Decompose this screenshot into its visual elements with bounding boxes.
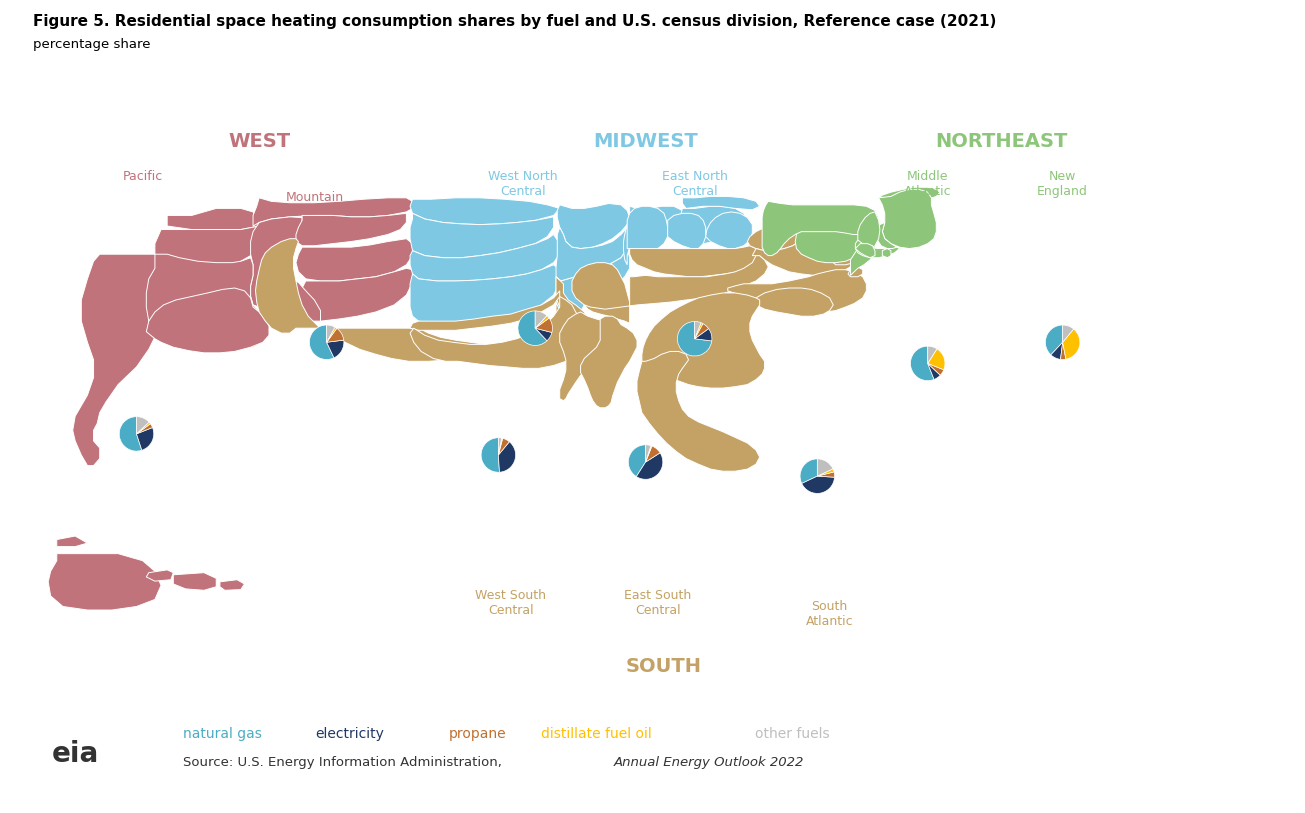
Polygon shape — [557, 203, 629, 249]
Polygon shape — [748, 224, 801, 250]
Polygon shape — [269, 279, 321, 326]
Polygon shape — [683, 197, 760, 210]
Text: propane: propane — [449, 727, 506, 741]
Polygon shape — [756, 288, 834, 316]
Polygon shape — [628, 207, 668, 250]
Polygon shape — [410, 297, 585, 368]
Text: New
England: New England — [1037, 170, 1088, 198]
Polygon shape — [410, 213, 553, 258]
Text: Source: U.S. Energy Information Administration,: Source: U.S. Energy Information Administ… — [183, 756, 506, 769]
Text: WEST: WEST — [228, 132, 290, 151]
Polygon shape — [762, 202, 878, 255]
Polygon shape — [857, 212, 880, 249]
Polygon shape — [296, 239, 412, 281]
Polygon shape — [834, 254, 860, 265]
Polygon shape — [560, 312, 621, 401]
Polygon shape — [882, 249, 891, 258]
Polygon shape — [624, 215, 667, 265]
Text: West South
Central: West South Central — [475, 589, 547, 617]
Text: Pacific: Pacific — [123, 170, 163, 183]
Polygon shape — [73, 254, 167, 466]
Polygon shape — [256, 239, 589, 361]
Polygon shape — [855, 240, 899, 258]
Text: East North
Central: East North Central — [662, 170, 728, 198]
Text: Annual Energy Outlook 2022: Annual Energy Outlook 2022 — [613, 756, 804, 769]
Polygon shape — [706, 212, 752, 249]
Polygon shape — [642, 293, 765, 388]
Polygon shape — [877, 223, 897, 249]
Text: NORTHEAST: NORTHEAST — [936, 132, 1067, 151]
Polygon shape — [878, 189, 936, 249]
Polygon shape — [251, 217, 303, 307]
Text: electricity: electricity — [316, 727, 385, 741]
Polygon shape — [855, 244, 874, 258]
Polygon shape — [795, 224, 870, 263]
Polygon shape — [637, 351, 760, 472]
Polygon shape — [221, 580, 244, 590]
Polygon shape — [48, 554, 161, 610]
Polygon shape — [146, 254, 269, 351]
Text: eia: eia — [52, 741, 99, 768]
Polygon shape — [174, 572, 217, 590]
Text: Middle
Atlantic: Middle Atlantic — [904, 170, 951, 198]
Text: other fuels: other fuels — [754, 727, 830, 741]
Polygon shape — [629, 207, 686, 241]
Polygon shape — [752, 239, 863, 276]
Polygon shape — [629, 246, 760, 276]
Polygon shape — [680, 207, 748, 244]
Polygon shape — [296, 268, 412, 321]
Text: South
Atlantic: South Atlantic — [805, 599, 853, 628]
Polygon shape — [146, 288, 269, 353]
Text: West North
Central: West North Central — [488, 170, 557, 198]
Polygon shape — [851, 240, 874, 276]
Polygon shape — [556, 249, 629, 335]
Text: SOUTH: SOUTH — [626, 657, 702, 676]
Text: percentage share: percentage share — [33, 38, 150, 51]
Text: distillate fuel oil: distillate fuel oil — [540, 727, 651, 741]
Polygon shape — [878, 187, 940, 202]
Polygon shape — [410, 198, 560, 224]
Polygon shape — [410, 291, 560, 330]
Text: MIDWEST: MIDWEST — [594, 132, 698, 151]
Text: Figure 5. Residential space heating consumption shares by fuel and U.S. census d: Figure 5. Residential space heating cons… — [33, 14, 996, 28]
Polygon shape — [410, 265, 560, 324]
Polygon shape — [253, 198, 412, 226]
Text: East South
Central: East South Central — [624, 589, 692, 617]
Polygon shape — [572, 263, 629, 316]
Polygon shape — [408, 302, 560, 347]
Polygon shape — [848, 267, 863, 276]
Text: Mountain: Mountain — [286, 191, 343, 204]
Polygon shape — [146, 570, 174, 581]
Polygon shape — [668, 213, 706, 249]
Polygon shape — [556, 228, 629, 281]
Polygon shape — [296, 213, 406, 246]
Polygon shape — [410, 234, 560, 281]
Polygon shape — [581, 316, 637, 408]
Text: natural gas: natural gas — [183, 727, 261, 741]
Polygon shape — [585, 255, 769, 324]
Polygon shape — [57, 536, 87, 546]
Polygon shape — [155, 226, 260, 276]
Polygon shape — [167, 208, 260, 229]
Polygon shape — [728, 270, 867, 312]
